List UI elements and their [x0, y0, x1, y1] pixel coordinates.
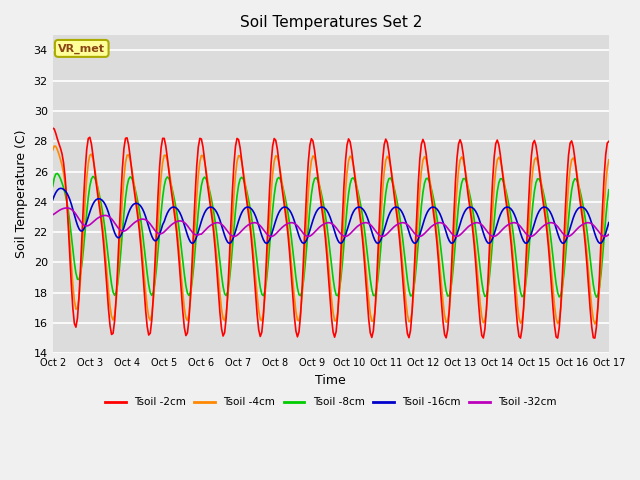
Tsoil -4cm [51, 143, 58, 149]
Tsoil -32cm [268, 234, 275, 240]
Tsoil -4cm [235, 153, 243, 158]
Tsoil -2cm [214, 290, 222, 296]
Tsoil -16cm [605, 220, 612, 226]
Tsoil -32cm [63, 205, 70, 211]
Tsoil -4cm [216, 291, 224, 297]
Tsoil -4cm [49, 147, 56, 153]
Tsoil -4cm [244, 200, 252, 205]
Tsoil -2cm [292, 328, 300, 334]
Tsoil -2cm [605, 138, 612, 144]
Tsoil -16cm [300, 240, 307, 246]
Tsoil -32cm [295, 225, 303, 230]
Tsoil -32cm [605, 232, 612, 238]
Tsoil -32cm [235, 231, 243, 237]
Tsoil -16cm [56, 185, 64, 191]
Tsoil -8cm [216, 259, 224, 265]
Tsoil -2cm [49, 125, 56, 131]
Tsoil -8cm [118, 229, 126, 235]
Tsoil -32cm [118, 228, 126, 234]
Tsoil -8cm [244, 193, 252, 199]
Tsoil -4cm [575, 187, 583, 193]
X-axis label: Time: Time [316, 373, 346, 386]
Title: Soil Temperatures Set 2: Soil Temperatures Set 2 [239, 15, 422, 30]
Tsoil -4cm [591, 321, 598, 327]
Tsoil -16cm [118, 229, 126, 235]
Tsoil -16cm [294, 228, 301, 234]
Tsoil -16cm [577, 204, 585, 210]
Text: VR_met: VR_met [58, 43, 105, 54]
Line: Tsoil -8cm: Tsoil -8cm [52, 173, 609, 297]
Tsoil -2cm [233, 135, 241, 141]
Tsoil -8cm [235, 182, 243, 188]
Tsoil -32cm [577, 223, 585, 228]
Tsoil -4cm [294, 317, 301, 323]
Tsoil -8cm [593, 294, 600, 300]
Tsoil -8cm [54, 170, 61, 176]
Tsoil -2cm [575, 193, 583, 199]
Line: Tsoil -16cm: Tsoil -16cm [52, 188, 609, 243]
Tsoil -2cm [243, 195, 250, 201]
Y-axis label: Soil Temperature (C): Soil Temperature (C) [15, 130, 28, 258]
Line: Tsoil -4cm: Tsoil -4cm [52, 146, 609, 324]
Legend: Tsoil -2cm, Tsoil -4cm, Tsoil -8cm, Tsoil -16cm, Tsoil -32cm: Tsoil -2cm, Tsoil -4cm, Tsoil -8cm, Tsoi… [100, 393, 561, 411]
Tsoil -16cm [49, 197, 56, 203]
Tsoil -4cm [118, 196, 126, 202]
Tsoil -8cm [605, 187, 612, 192]
Tsoil -32cm [216, 220, 224, 226]
Line: Tsoil -32cm: Tsoil -32cm [52, 208, 609, 237]
Tsoil -2cm [554, 335, 561, 341]
Tsoil -16cm [216, 217, 224, 223]
Tsoil -8cm [575, 185, 583, 191]
Tsoil -8cm [294, 285, 301, 291]
Tsoil -8cm [49, 183, 56, 189]
Tsoil -16cm [244, 204, 252, 210]
Tsoil -16cm [235, 218, 243, 224]
Tsoil -32cm [49, 212, 56, 218]
Tsoil -32cm [244, 222, 252, 228]
Tsoil -4cm [605, 157, 612, 163]
Tsoil -2cm [117, 194, 125, 200]
Line: Tsoil -2cm: Tsoil -2cm [52, 128, 609, 338]
